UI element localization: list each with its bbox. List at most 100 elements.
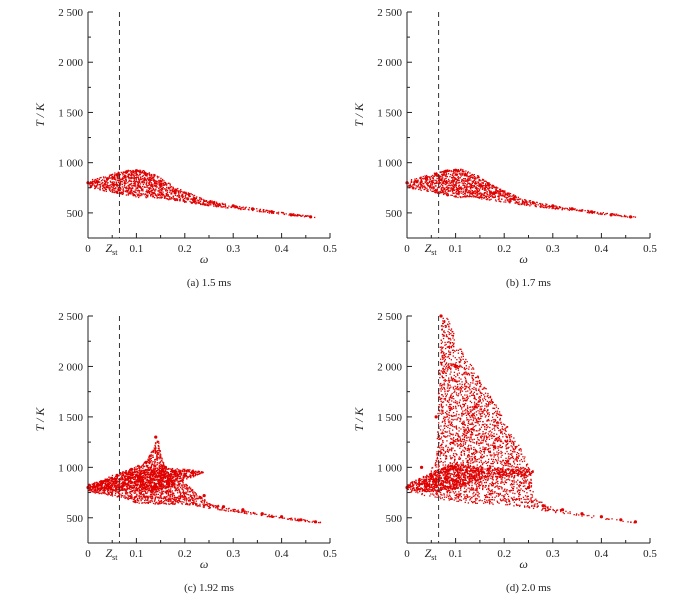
scatter-point [111, 491, 114, 493]
scatter-point [202, 198, 204, 201]
scatter-point [158, 501, 160, 503]
scatter-point [542, 206, 544, 208]
scatter-point [471, 196, 473, 198]
scatter-point [152, 194, 154, 196]
scatter-point [172, 494, 174, 496]
scatter-point [162, 465, 164, 468]
series-point [270, 210, 274, 214]
scatter-point [201, 203, 203, 205]
scatter-point [141, 486, 143, 488]
scatter-point [242, 206, 244, 208]
scatter-point [464, 192, 466, 194]
x-tick-label: 0.1 [449, 243, 463, 255]
scatter-point [559, 207, 561, 209]
scatter-point [131, 477, 133, 479]
scatter-point [176, 189, 178, 191]
scatter-point [445, 174, 447, 176]
scatter-point [154, 448, 156, 450]
scatter-point [228, 205, 230, 207]
scatter-point [554, 207, 556, 209]
scatter-point [126, 473, 128, 476]
scatter-point [174, 188, 176, 190]
scatter-point [213, 205, 215, 207]
scatter-point [205, 200, 208, 202]
scatter-point [471, 192, 473, 194]
scatter-point [119, 183, 122, 185]
scatter-point [133, 497, 135, 499]
scatter-point [109, 188, 111, 190]
scatter-point [478, 189, 481, 191]
scatter-point [148, 174, 150, 176]
scatter-point [137, 488, 139, 490]
scatter-point [217, 508, 219, 511]
scatter-point [185, 486, 188, 488]
scatter-point [149, 179, 152, 181]
scatter-point [430, 181, 432, 183]
scatter-point [136, 501, 138, 503]
scatter-point [140, 181, 142, 183]
scatter-point [156, 455, 158, 457]
scatter-point [456, 180, 458, 182]
scatter-point [489, 194, 491, 196]
scatter-point [103, 183, 106, 185]
scatter-point [116, 192, 118, 194]
scatter-point [202, 503, 204, 505]
scatter-point [117, 496, 119, 498]
scatter-point [462, 173, 464, 175]
scatter-point [201, 499, 204, 501]
scatter-point [189, 200, 191, 203]
scatter-point [134, 194, 136, 197]
scatter-point [504, 192, 506, 194]
scatter-point [179, 501, 182, 503]
scatter-point [447, 190, 450, 192]
scatter-point [181, 196, 183, 199]
scatter-point [473, 179, 476, 181]
scatter-point [115, 187, 117, 189]
scatter-point [112, 478, 114, 481]
scatter-point [151, 193, 153, 195]
scatter-point [487, 182, 489, 184]
scatter-point [174, 496, 177, 499]
scatter-point [159, 450, 161, 453]
scatter-point [191, 498, 193, 500]
scatter-point [149, 472, 152, 474]
scatter-point [159, 491, 161, 494]
scatter-point [176, 195, 178, 197]
scatter-point [121, 180, 123, 183]
scatter-point [148, 489, 151, 492]
scatter-point [112, 184, 114, 186]
scatter-point [473, 192, 475, 194]
scatter-point [245, 206, 247, 208]
scatter-point [127, 487, 129, 489]
scatter-point [96, 487, 99, 489]
scatter-point [182, 498, 184, 500]
scatter-point [291, 519, 293, 521]
scatter-point [125, 191, 127, 193]
scatter-point [108, 177, 110, 179]
scatter-point [142, 188, 144, 191]
scatter-point [189, 195, 191, 197]
scatter-point [469, 195, 471, 197]
scatter-point [146, 185, 148, 187]
scatter-point [513, 196, 515, 198]
scatter-point [150, 193, 153, 195]
scatter-point [203, 200, 205, 202]
scatter-point [177, 492, 179, 494]
scatter-point [510, 197, 512, 199]
scatter-point [124, 175, 126, 177]
scatter-point [137, 482, 139, 484]
scatter-point [165, 492, 168, 494]
scatter-point [170, 468, 173, 470]
scatter-point [454, 196, 456, 198]
scatter-point [217, 507, 219, 510]
scatter-point [190, 490, 193, 492]
scatter-point [136, 173, 138, 175]
scatter-point [523, 200, 525, 203]
scatter-point [133, 177, 135, 179]
scatter-point [464, 183, 466, 185]
scatter-point [174, 190, 176, 192]
scatter-point [201, 497, 203, 499]
scatter-point [149, 476, 151, 478]
scatter-point [113, 478, 116, 480]
scatter-point [258, 211, 261, 213]
